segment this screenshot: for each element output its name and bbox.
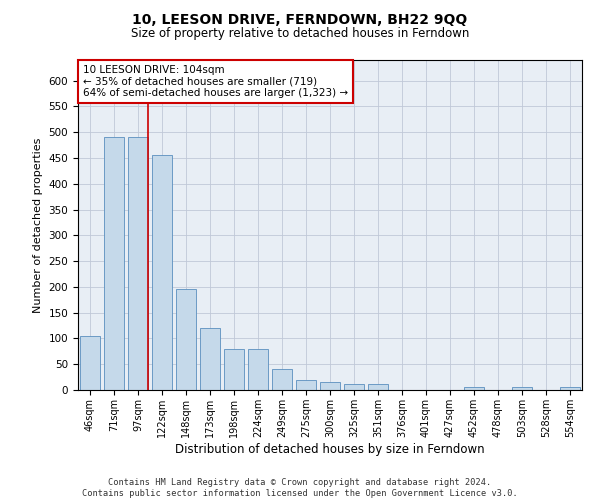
Bar xyxy=(152,156,172,390)
Bar xyxy=(248,349,268,390)
Bar xyxy=(296,380,316,390)
Y-axis label: Number of detached properties: Number of detached properties xyxy=(33,138,43,312)
Bar xyxy=(224,349,244,390)
Bar xyxy=(272,370,292,390)
Bar xyxy=(512,388,532,390)
Bar xyxy=(368,384,388,390)
Text: 10, LEESON DRIVE, FERNDOWN, BH22 9QQ: 10, LEESON DRIVE, FERNDOWN, BH22 9QQ xyxy=(133,12,467,26)
Bar xyxy=(560,388,580,390)
Bar xyxy=(104,138,124,390)
Bar xyxy=(128,138,148,390)
X-axis label: Distribution of detached houses by size in Ferndown: Distribution of detached houses by size … xyxy=(175,442,485,456)
Bar xyxy=(344,384,364,390)
Bar xyxy=(176,290,196,390)
Text: Size of property relative to detached houses in Ferndown: Size of property relative to detached ho… xyxy=(131,28,469,40)
Bar xyxy=(200,328,220,390)
Bar xyxy=(80,336,100,390)
Text: 10 LEESON DRIVE: 104sqm
← 35% of detached houses are smaller (719)
64% of semi-d: 10 LEESON DRIVE: 104sqm ← 35% of detache… xyxy=(83,65,348,98)
Text: Contains HM Land Registry data © Crown copyright and database right 2024.
Contai: Contains HM Land Registry data © Crown c… xyxy=(82,478,518,498)
Bar xyxy=(464,388,484,390)
Bar xyxy=(320,382,340,390)
